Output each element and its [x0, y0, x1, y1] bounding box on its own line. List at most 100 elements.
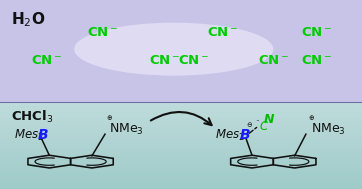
Bar	[0, 118, 362, 119]
Text: $^{\oplus}$: $^{\oplus}$	[106, 116, 113, 126]
Bar	[0, 122, 362, 123]
Bar	[0, 123, 362, 124]
Bar	[0, 132, 362, 134]
Bar	[0, 157, 362, 159]
Bar	[0, 150, 362, 151]
Text: $^{\oplus}$: $^{\oplus}$	[308, 116, 316, 126]
Bar	[0, 153, 362, 154]
Bar	[0, 127, 362, 128]
Bar	[0, 105, 362, 106]
Bar	[0, 159, 362, 160]
Bar	[0, 131, 362, 132]
Ellipse shape	[74, 23, 273, 76]
Text: CN$^-$: CN$^-$	[257, 54, 289, 67]
Bar	[0, 163, 362, 164]
Bar	[0, 187, 362, 188]
Text: Mes$_2$: Mes$_2$	[14, 128, 45, 143]
Bar	[0, 116, 362, 117]
Bar	[0, 155, 362, 156]
Bar	[0, 139, 362, 140]
Bar	[0, 175, 362, 176]
Text: ··: ··	[255, 117, 260, 126]
Bar	[0, 149, 362, 150]
Bar	[0, 126, 362, 127]
Bar	[0, 166, 362, 167]
Text: CN$^-$: CN$^-$	[301, 26, 333, 39]
Bar	[0, 174, 362, 175]
Bar	[0, 104, 362, 105]
Bar	[0, 160, 362, 161]
Bar	[0, 188, 362, 189]
Text: CHCl$_3$: CHCl$_3$	[11, 109, 53, 125]
Text: B: B	[240, 128, 251, 142]
Bar	[0, 112, 362, 113]
Text: N: N	[264, 113, 274, 126]
Bar	[0, 121, 362, 122]
Bar	[0, 169, 362, 170]
Bar	[0, 152, 362, 153]
Bar	[0, 161, 362, 162]
Bar	[0, 156, 362, 157]
Bar	[0, 170, 362, 172]
Text: CN$^-$: CN$^-$	[87, 26, 119, 39]
Bar	[0, 141, 362, 142]
Bar	[0, 129, 362, 130]
Bar	[0, 114, 362, 115]
Bar	[0, 167, 362, 168]
Text: Mes$_2$: Mes$_2$	[215, 128, 245, 143]
Text: NMe$_3$: NMe$_3$	[311, 122, 345, 137]
Bar	[0, 138, 362, 139]
Bar	[0, 154, 362, 155]
Bar	[0, 128, 362, 129]
Text: CN$^-$: CN$^-$	[301, 54, 333, 67]
Text: NMe$_3$: NMe$_3$	[109, 122, 143, 137]
Bar	[0, 144, 362, 146]
Bar	[0, 111, 362, 112]
Bar	[0, 179, 362, 180]
Bar	[0, 147, 362, 148]
Text: CN$^-$: CN$^-$	[149, 54, 181, 67]
Bar	[0, 177, 362, 178]
Bar	[0, 143, 362, 144]
Bar	[0, 173, 362, 174]
Text: $^{\ominus}$: $^{\ominus}$	[246, 122, 253, 132]
Text: C: C	[260, 120, 268, 133]
Bar	[0, 136, 362, 137]
Bar	[0, 135, 362, 136]
Bar	[0, 117, 362, 118]
Text: H$_2$O: H$_2$O	[11, 11, 45, 29]
Text: CN$^-$: CN$^-$	[207, 26, 239, 39]
Bar	[0, 162, 362, 163]
Bar	[0, 178, 362, 179]
Bar	[0, 180, 362, 181]
Text: CN$^-$: CN$^-$	[178, 54, 210, 67]
Bar	[0, 134, 362, 135]
Bar	[0, 119, 362, 121]
Bar	[0, 137, 362, 138]
Bar	[0, 0, 362, 102]
Bar	[0, 183, 362, 184]
Bar	[0, 110, 362, 111]
Text: CN$^-$: CN$^-$	[31, 54, 63, 67]
Bar	[0, 124, 362, 125]
Bar	[0, 142, 362, 143]
FancyArrowPatch shape	[151, 112, 211, 125]
Bar	[0, 181, 362, 183]
Bar	[0, 176, 362, 177]
Bar	[0, 115, 362, 116]
Bar	[0, 151, 362, 152]
Bar	[0, 164, 362, 165]
Bar	[0, 172, 362, 173]
Bar	[0, 125, 362, 126]
Bar	[0, 113, 362, 114]
Bar	[0, 140, 362, 141]
Bar	[0, 102, 362, 103]
Bar	[0, 184, 362, 185]
Bar	[0, 146, 362, 147]
Bar	[0, 103, 362, 104]
Bar	[0, 108, 362, 110]
Bar	[0, 165, 362, 166]
Bar	[0, 106, 362, 108]
Bar	[0, 186, 362, 187]
Bar	[0, 130, 362, 131]
